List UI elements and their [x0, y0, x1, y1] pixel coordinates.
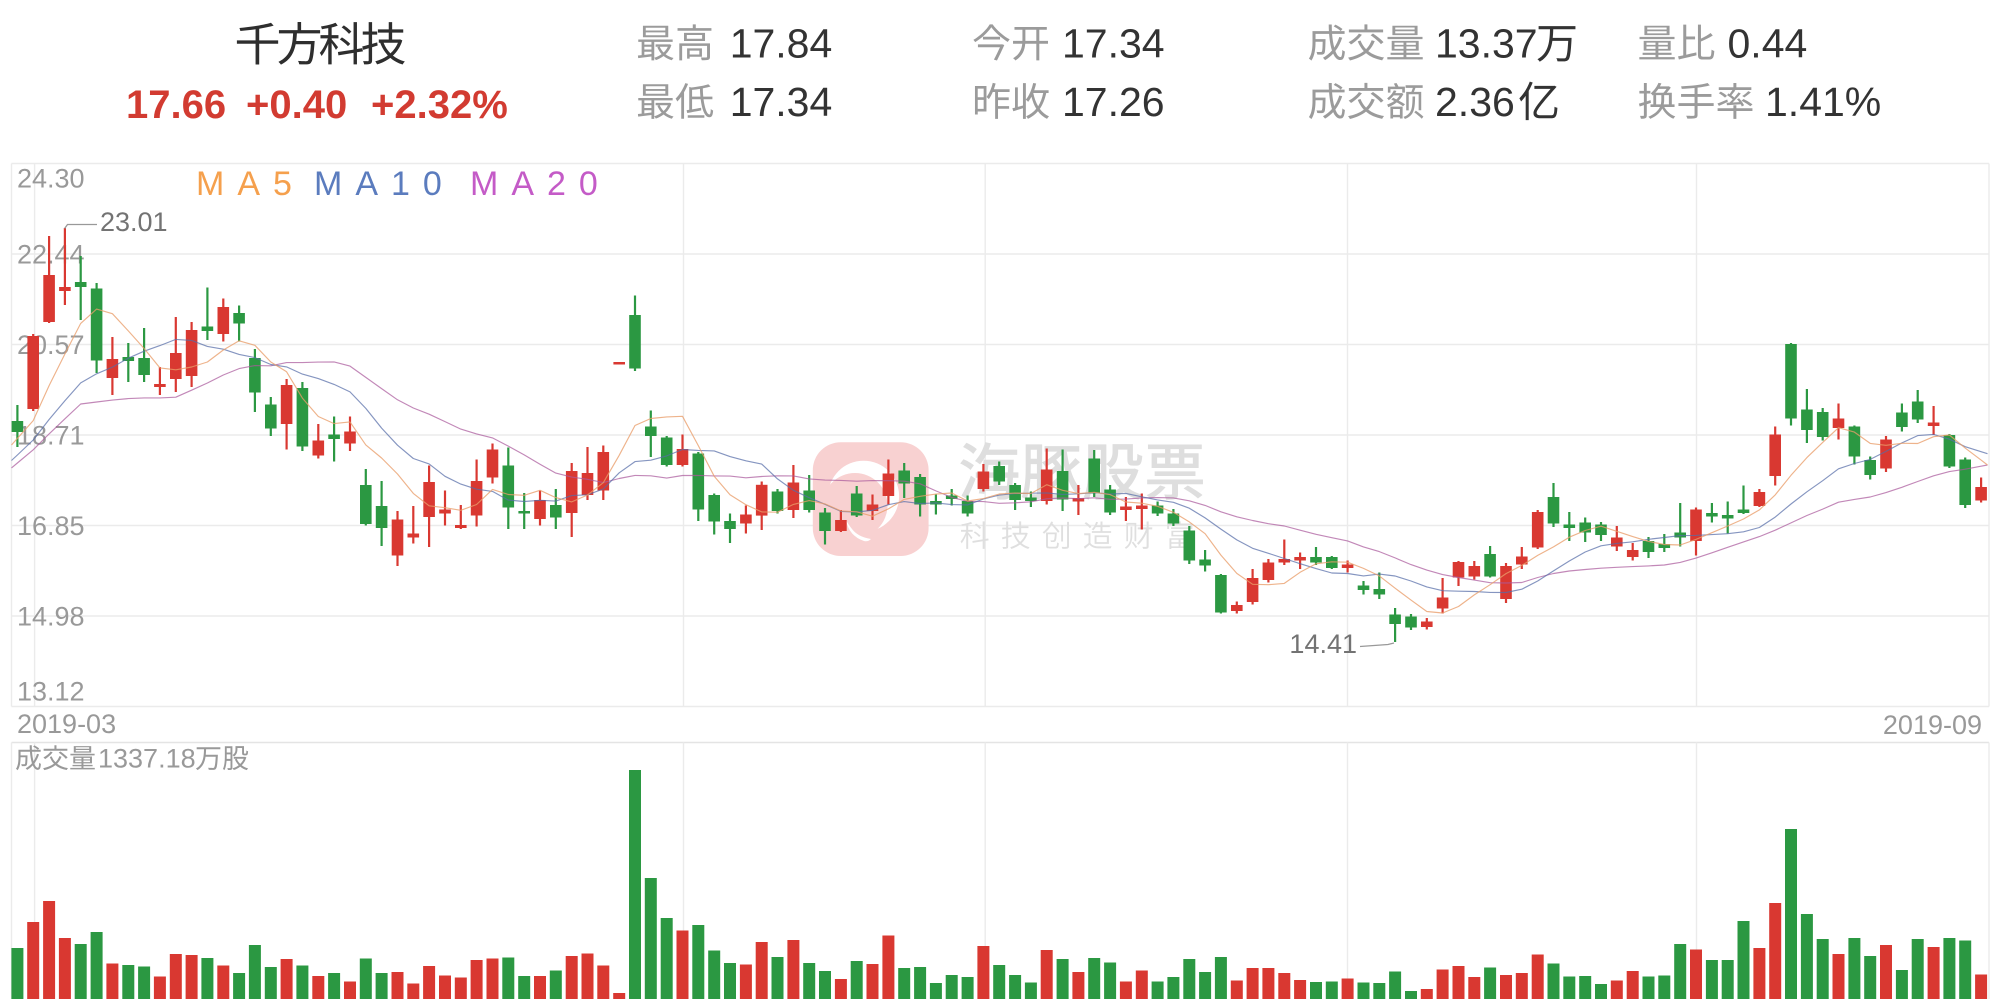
svg-text:24.30: 24.30	[17, 164, 85, 194]
svg-text:0.44: 0.44	[1728, 21, 1808, 67]
svg-text:17.26: 17.26	[1062, 79, 1165, 125]
svg-text:MA20: MA20	[470, 165, 611, 203]
svg-text:17.84: 17.84	[730, 21, 833, 67]
svg-text:17.66: 17.66	[126, 83, 226, 127]
svg-text:MA10: MA10	[314, 165, 455, 203]
svg-text:14.98: 14.98	[17, 602, 85, 632]
svg-text:17.34: 17.34	[1062, 21, 1165, 67]
svg-text:14.41: 14.41	[1289, 629, 1357, 659]
svg-text:2019-03: 2019-03	[17, 709, 116, 739]
svg-text:16.85: 16.85	[17, 511, 85, 541]
svg-text:+0.40: +0.40	[246, 83, 347, 127]
svg-text:1337.18: 1337.18	[98, 744, 196, 774]
svg-text:22.44: 22.44	[17, 240, 85, 270]
svg-text:+2.32%: +2.32%	[371, 83, 508, 127]
svg-text:2.36: 2.36	[1435, 79, 1515, 125]
svg-text:MA5: MA5	[196, 165, 305, 203]
svg-text:2019-09: 2019-09	[1883, 710, 1982, 740]
svg-text:23.01: 23.01	[100, 207, 168, 237]
svg-text:1.41%: 1.41%	[1765, 79, 1881, 125]
svg-text:13.12: 13.12	[17, 677, 85, 707]
svg-text:13.37: 13.37	[1435, 21, 1538, 67]
svg-text:17.34: 17.34	[730, 79, 833, 125]
